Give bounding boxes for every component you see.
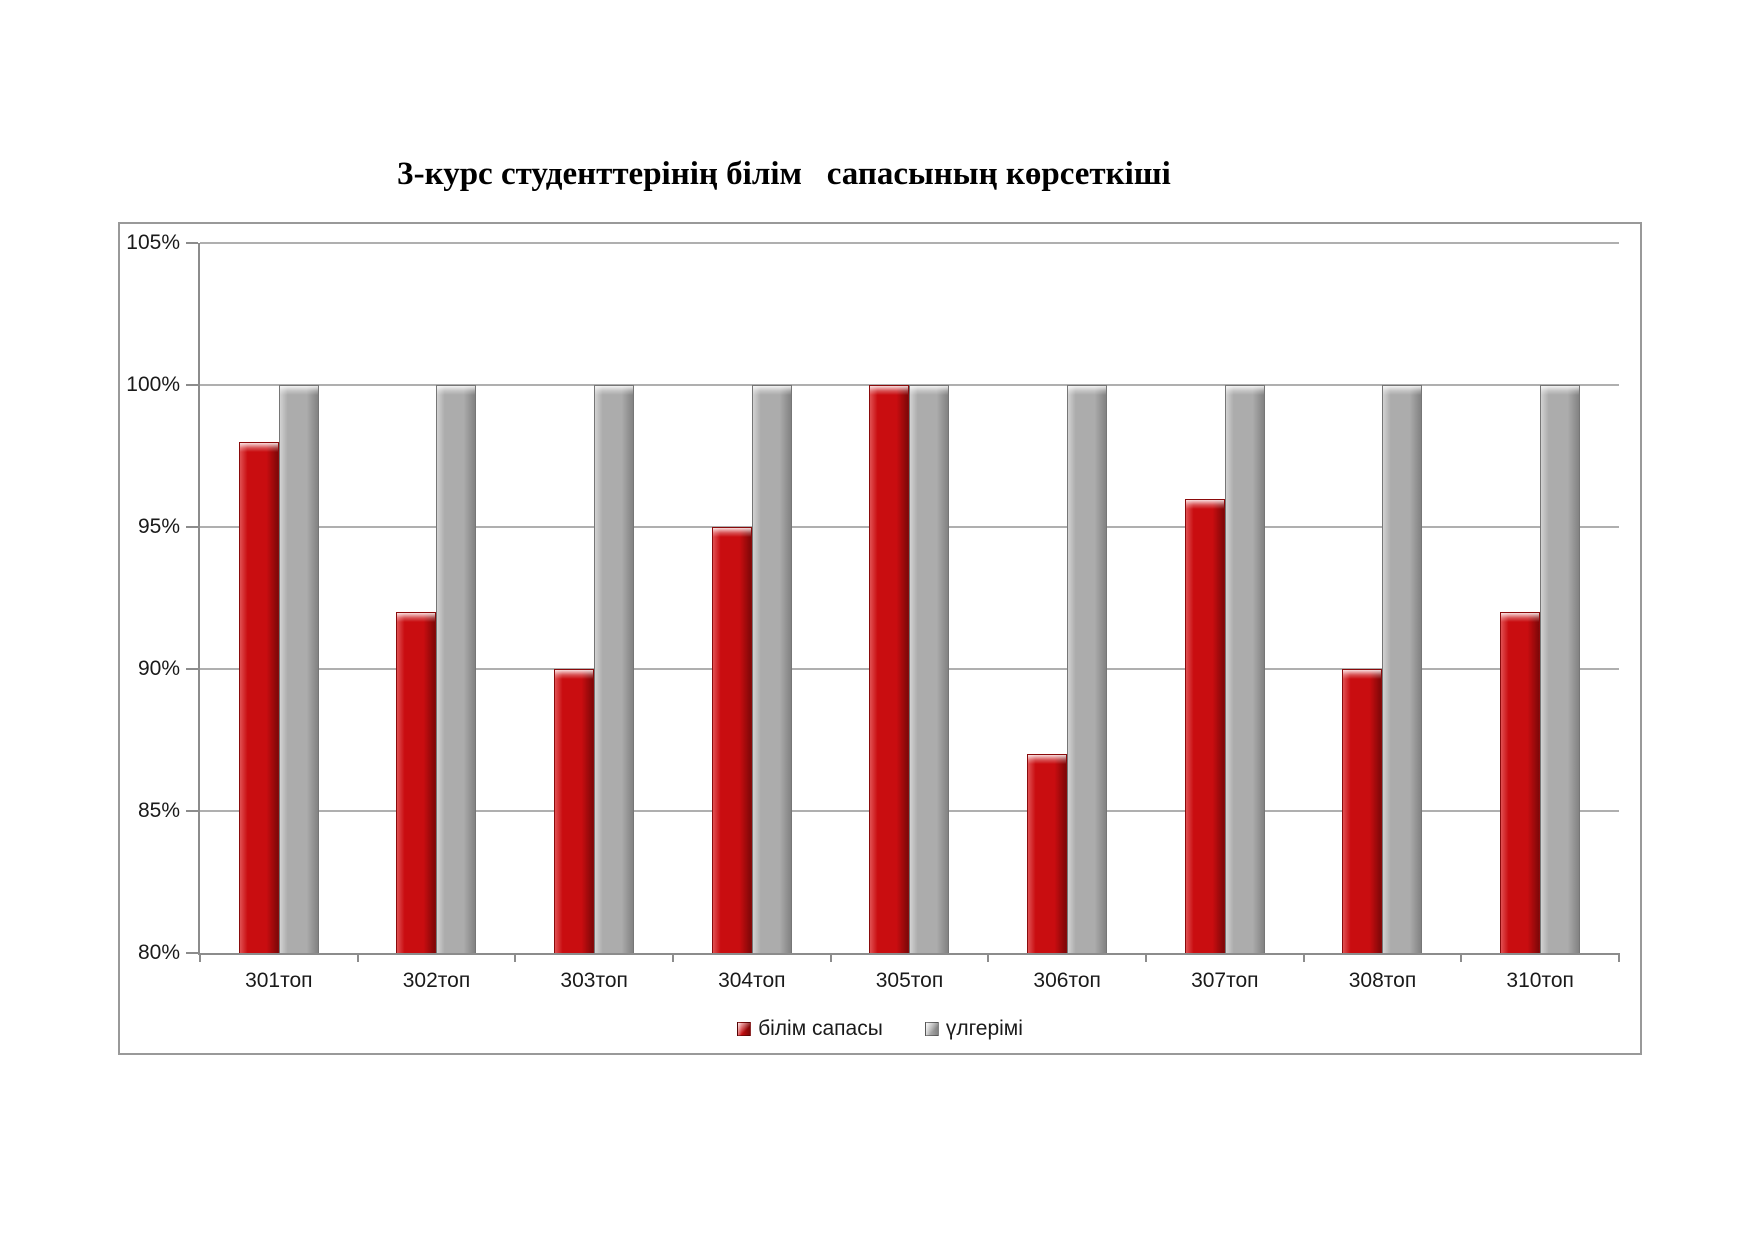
x-axis-tick xyxy=(1145,953,1147,962)
bar-series2-301топ xyxy=(278,385,319,953)
x-axis-label-302топ: 302топ xyxy=(402,969,471,992)
x-axis-tick xyxy=(356,953,359,962)
y-axis-label: 105% xyxy=(126,231,180,254)
y-axis-tick xyxy=(186,384,198,386)
bar-group-306топ xyxy=(988,243,1146,953)
y-axis-label: 95% xyxy=(137,515,180,538)
bar-series2-306топ xyxy=(1067,385,1108,953)
x-axis-label-308топ: 308топ xyxy=(1348,969,1417,992)
legend-swatch-icon xyxy=(737,1022,752,1036)
x-axis-tick xyxy=(1618,953,1620,962)
bar-top-bevel xyxy=(1343,670,1382,679)
bar-series1-303топ xyxy=(554,669,595,953)
bar-group-304топ xyxy=(673,243,831,953)
bar-series1-307топ xyxy=(1184,498,1225,953)
legend-item-1: білім сапасы xyxy=(737,1017,883,1041)
bar-group-301топ xyxy=(200,243,358,953)
legend-swatch-bevel xyxy=(738,1023,751,1035)
bar-series2-310топ xyxy=(1540,385,1581,953)
bar-top-bevel xyxy=(910,386,949,395)
bar-series1-305топ xyxy=(869,385,910,953)
legend-label: үлгерімі xyxy=(945,1017,1023,1040)
bar-series1-306топ xyxy=(1027,754,1068,953)
bar-top-bevel xyxy=(712,528,751,537)
bar-series2-302топ xyxy=(436,385,477,953)
bar-top-bevel xyxy=(555,670,594,679)
bar-series2-307топ xyxy=(1224,385,1265,953)
bar-top-bevel xyxy=(279,386,318,395)
y-axis-tick xyxy=(186,526,198,528)
x-axis-label-310топ: 310топ xyxy=(1506,969,1574,992)
bar-top-bevel xyxy=(1501,613,1540,623)
bar-group-302топ xyxy=(358,243,516,953)
chart-frame: 105% 100% 95% 90% 85% 80% 301топ 302топ 303топ 30… xyxy=(118,222,1642,1055)
bar-series1-310топ xyxy=(1500,612,1541,953)
bar-group-303топ xyxy=(515,243,673,953)
y-axis-label: 100% xyxy=(126,373,180,396)
x-axis-tick xyxy=(829,953,832,962)
y-axis-tick xyxy=(186,668,198,670)
bar-top-bevel xyxy=(1225,386,1264,395)
x-axis-label-305топ: 305топ xyxy=(875,969,944,992)
bar-series2-303топ xyxy=(594,385,635,953)
bar-top-bevel xyxy=(870,386,909,395)
bar-top-bevel xyxy=(437,386,476,395)
bar-group-310топ xyxy=(1461,243,1619,953)
x-axis-tick xyxy=(987,953,990,962)
gridline-105% xyxy=(200,242,1619,244)
plot-area: 105% 100% 95% 90% 85% 80% 301топ 302топ 303топ 30… xyxy=(126,231,1620,992)
x-axis-tick xyxy=(1302,953,1305,962)
x-axis-label-307топ: 307топ xyxy=(1191,969,1259,992)
bar-top-bevel xyxy=(1541,386,1580,395)
x-axis-label-301топ: 301топ xyxy=(245,969,313,992)
x-axis-tick xyxy=(672,953,674,962)
bar-series1-304топ xyxy=(711,527,752,953)
bar-top-bevel xyxy=(239,442,278,452)
bar-top-bevel xyxy=(1028,755,1067,765)
y-axis-tick xyxy=(186,952,198,954)
bar-series1-308топ xyxy=(1342,669,1383,953)
bar-top-bevel xyxy=(397,613,436,623)
bar-top-bevel xyxy=(752,386,791,395)
x-axis-label-306топ: 306топ xyxy=(1033,969,1101,992)
x-axis-tick xyxy=(514,953,517,962)
bar-top-bevel xyxy=(1185,499,1224,509)
bar-series1-302топ xyxy=(396,612,437,953)
legend: білім сапасы үлгерімі xyxy=(120,1017,1640,1041)
bar-group-308топ xyxy=(1304,243,1462,953)
x-axis-label-304топ: 304топ xyxy=(718,969,786,992)
chart-title: 3-курс студенттерінің білім сапасының кө… xyxy=(397,156,1171,192)
bar-top-bevel xyxy=(1383,386,1422,395)
y-axis-tick xyxy=(186,810,198,812)
y-axis-label: 90% xyxy=(137,657,180,680)
x-axis-tick xyxy=(1460,953,1463,962)
bar-series2-304топ xyxy=(751,385,792,953)
x-axis-tick xyxy=(199,953,201,962)
y-axis-label: 80% xyxy=(137,941,180,964)
bar-top-bevel xyxy=(595,386,634,395)
bar-series1-301топ xyxy=(238,441,279,953)
legend-item-2: үлгерімі xyxy=(924,1017,1023,1041)
bar-series2-308топ xyxy=(1382,385,1423,953)
y-axis-label: 85% xyxy=(137,799,180,822)
legend-swatch-icon xyxy=(924,1022,939,1036)
bar-group-305топ xyxy=(831,243,989,953)
x-axis-label-303топ: 303топ xyxy=(560,969,628,992)
legend-swatch-bevel xyxy=(925,1023,938,1035)
y-axis-tick xyxy=(186,242,198,244)
bar-series2-305топ xyxy=(909,385,950,953)
bar-group-307топ xyxy=(1146,243,1304,953)
legend-label: білім сапасы xyxy=(758,1017,883,1040)
bar-top-bevel xyxy=(1068,386,1107,395)
